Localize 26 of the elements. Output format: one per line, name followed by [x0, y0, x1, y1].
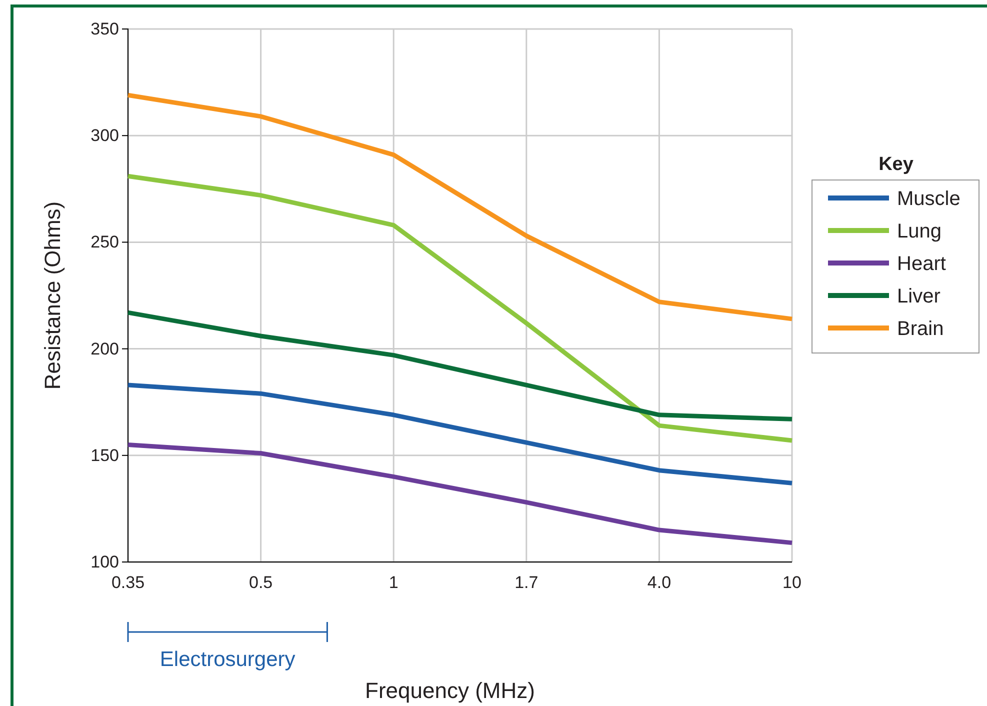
line-series: [126, 92, 794, 322]
line-series: [126, 310, 794, 422]
y-axis-title: Resistance (Ohms): [40, 201, 65, 390]
y-tick-label: 200: [90, 339, 119, 358]
x-tick-label: 10: [782, 573, 802, 592]
y-tick-label: 350: [90, 19, 119, 38]
line-series: [126, 174, 794, 443]
text: Electrosurgery: [160, 648, 296, 671]
x-tick-label: 1.7: [514, 573, 538, 592]
x-tick-label: 4.0: [647, 573, 672, 592]
line-series: [126, 382, 794, 486]
legend-label: Brain: [897, 318, 944, 340]
legend-label: Lung: [897, 220, 942, 242]
y-tick-label: 100: [90, 552, 119, 572]
y-tick-label: 250: [90, 232, 119, 252]
x-axis-title: Frequency (MHz): [365, 678, 535, 703]
legend-label: Heart: [897, 253, 946, 275]
legend-label: Muscle: [897, 188, 960, 210]
y-tick-label: 150: [90, 446, 119, 465]
legend-title: Key: [878, 154, 914, 175]
legend-label: Liver: [897, 286, 941, 308]
x-tick-label: 0.5: [248, 573, 273, 592]
line-series: [126, 442, 794, 546]
y-tick-label: 300: [90, 126, 119, 146]
x-tick-label: 1: [388, 573, 398, 592]
x-tick-label: 0.35: [111, 573, 145, 592]
